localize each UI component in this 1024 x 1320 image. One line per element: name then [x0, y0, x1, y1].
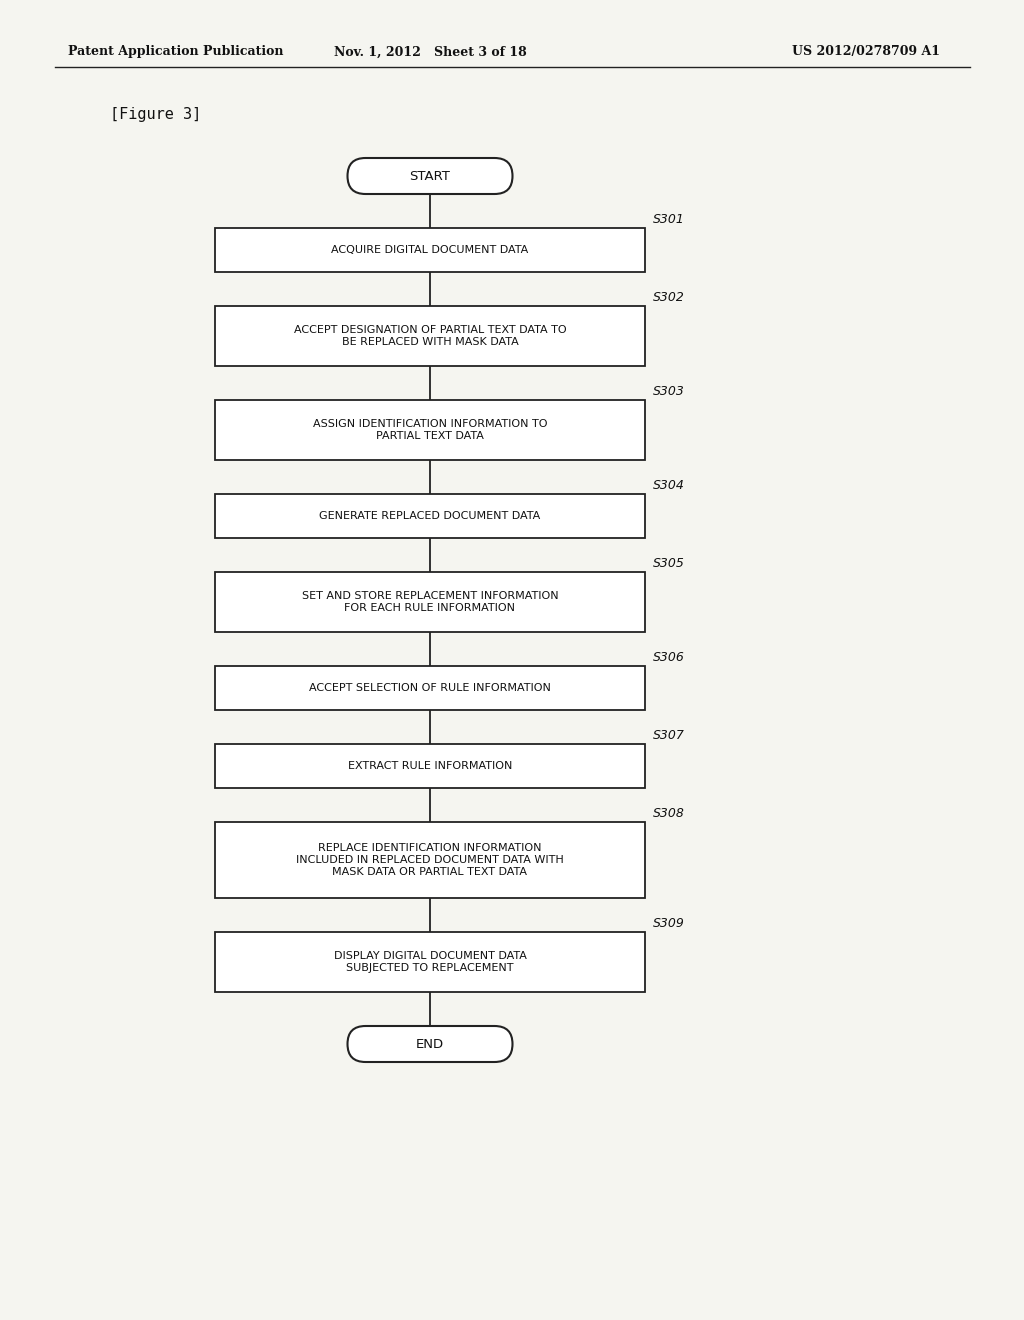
- Bar: [215, 400, 645, 459]
- Bar: [215, 306, 645, 366]
- Text: US 2012/0278709 A1: US 2012/0278709 A1: [792, 45, 940, 58]
- Bar: [215, 932, 645, 993]
- Text: S307: S307: [653, 729, 685, 742]
- FancyBboxPatch shape: [347, 158, 512, 194]
- Text: Patent Application Publication: Patent Application Publication: [68, 45, 284, 58]
- Text: Nov. 1, 2012   Sheet 3 of 18: Nov. 1, 2012 Sheet 3 of 18: [334, 45, 526, 58]
- Text: SET AND STORE REPLACEMENT INFORMATION
FOR EACH RULE INFORMATION: SET AND STORE REPLACEMENT INFORMATION FO…: [302, 591, 558, 612]
- Text: GENERATE REPLACED DOCUMENT DATA: GENERATE REPLACED DOCUMENT DATA: [319, 511, 541, 521]
- Bar: [215, 494, 645, 539]
- Text: S303: S303: [653, 385, 685, 399]
- Text: S308: S308: [653, 807, 685, 820]
- Text: ACCEPT DESIGNATION OF PARTIAL TEXT DATA TO
BE REPLACED WITH MASK DATA: ACCEPT DESIGNATION OF PARTIAL TEXT DATA …: [294, 325, 566, 347]
- Bar: [215, 228, 645, 272]
- FancyBboxPatch shape: [347, 1026, 512, 1063]
- Text: END: END: [416, 1038, 444, 1051]
- Bar: [215, 667, 645, 710]
- Text: S304: S304: [653, 479, 685, 492]
- Text: S301: S301: [653, 213, 685, 226]
- Text: REPLACE IDENTIFICATION INFORMATION
INCLUDED IN REPLACED DOCUMENT DATA WITH
MASK : REPLACE IDENTIFICATION INFORMATION INCLU…: [296, 843, 564, 876]
- Text: DISPLAY DIGITAL DOCUMENT DATA
SUBJECTED TO REPLACEMENT: DISPLAY DIGITAL DOCUMENT DATA SUBJECTED …: [334, 952, 526, 973]
- Text: ACQUIRE DIGITAL DOCUMENT DATA: ACQUIRE DIGITAL DOCUMENT DATA: [332, 246, 528, 255]
- Text: S306: S306: [653, 651, 685, 664]
- Bar: [215, 572, 645, 632]
- Text: S302: S302: [653, 290, 685, 304]
- Text: ACCEPT SELECTION OF RULE INFORMATION: ACCEPT SELECTION OF RULE INFORMATION: [309, 682, 551, 693]
- Text: EXTRACT RULE INFORMATION: EXTRACT RULE INFORMATION: [348, 762, 512, 771]
- Text: START: START: [410, 169, 451, 182]
- Text: [Figure 3]: [Figure 3]: [110, 107, 202, 123]
- Bar: [215, 822, 645, 898]
- Text: S309: S309: [653, 917, 685, 931]
- Text: S305: S305: [653, 557, 685, 570]
- Bar: [215, 744, 645, 788]
- Text: ASSIGN IDENTIFICATION INFORMATION TO
PARTIAL TEXT DATA: ASSIGN IDENTIFICATION INFORMATION TO PAR…: [312, 420, 547, 441]
